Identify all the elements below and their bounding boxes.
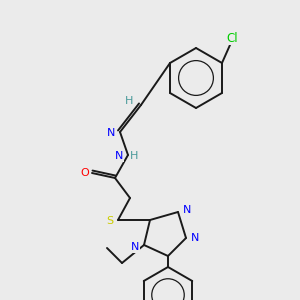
Text: N: N	[191, 233, 199, 243]
Text: H: H	[125, 96, 133, 106]
Text: N: N	[107, 128, 115, 138]
Text: H: H	[130, 151, 138, 161]
Text: N: N	[131, 242, 139, 252]
Text: N: N	[183, 205, 191, 215]
Text: O: O	[81, 168, 89, 178]
Text: N: N	[115, 151, 123, 161]
Text: Cl: Cl	[226, 32, 238, 44]
Text: S: S	[106, 216, 114, 226]
